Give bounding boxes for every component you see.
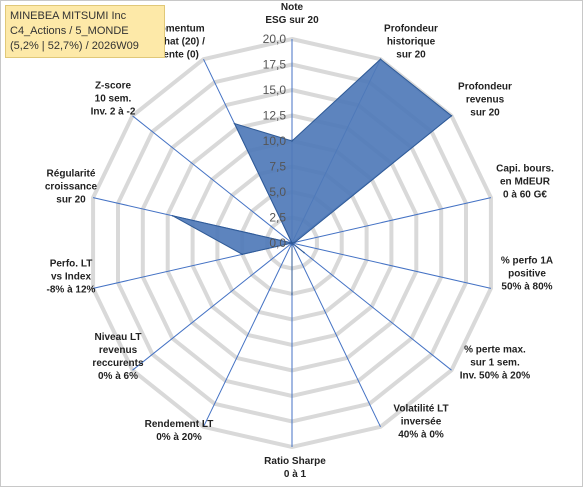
axis-spoke-6 [291,242,381,428]
tick-label-3: 7,5 [269,160,286,174]
axis-label-3-line-2: 0 à 60 G€ [503,190,547,201]
axis-label-1-line-0: Profondeur [384,24,438,35]
chart-title-box: MINEBEA MITSUMI Inc C4_Actions / 5_MONDE… [5,5,165,58]
axis-label-3-line-0: Capi. bours. [496,164,554,175]
tick-label-5: 12,5 [263,109,287,123]
axis-label-6-line-2: 40% à 0% [398,430,444,441]
data-point-11 [171,215,174,217]
axis-spoke-5 [291,242,452,371]
data-point-1 [379,58,382,60]
axis-label-4-line-1: positive [508,269,546,280]
data-point-7 [291,293,293,295]
axis-label-6-line-1: inversée [401,417,442,428]
axis-label-1-line-1: historique [387,37,436,48]
tick-label-1: 2,5 [269,211,286,225]
axis-label-5-line-2: Inv. 50% à 20% [460,371,531,382]
axis-label-12-line-0: Z-score [95,81,132,92]
axis-label-13-line-1: Achat (20) / [151,37,205,48]
title-line-2: C4_Actions / 5_MONDE [10,25,129,37]
axis-label-6-line-0: Volatilité LT [393,404,448,415]
axis-spoke-9 [132,242,293,371]
axis-spoke-8 [203,242,293,428]
tick-label-6: 15,0 [263,83,287,97]
axis-label-13-line-2: Vente (0) [157,50,199,61]
axis-label-10-line-0: Perfo. LT [50,259,93,270]
axis-label-2-line-0: Profondeur [458,82,512,93]
axis-spoke-3 [291,197,492,244]
axis-label-0-line-0: Note [281,2,304,13]
tick-label-2: 5,0 [269,185,286,199]
axis-label-12-line-1: 10 sem. [95,94,132,105]
axis-label-9-line-2: reccurents [92,358,144,369]
tick-label-7: 17,5 [263,58,287,72]
axis-label-4-line-2: 50% à 80% [501,282,552,293]
axis-label-5-line-1: sur 1 sem. [470,358,520,369]
tick-label-4: 10,0 [263,134,287,148]
axis-label-10-line-1: vs Index [51,272,91,283]
axis-label-9-line-0: Niveau LT [94,332,141,343]
data-series-area [172,58,453,294]
axis-spoke-12 [132,115,293,244]
axis-label-13-line-0: Momentum [151,24,204,35]
axis-label-2-line-1: revenus [466,95,505,106]
data-point-3 [294,241,296,244]
axis-label-11-line-2: sur 20 [56,195,86,206]
title-line-1: MINEBEA MITSUMI Inc [10,10,127,22]
axis-label-2-line-2: sur 20 [470,108,500,119]
axis-label-4-line-0: % perfo 1A [501,256,553,267]
data-point-0 [291,140,293,142]
axis-label-10-line-2: -8% à 12% [47,285,96,296]
axis-label-8-line-0: Rendement LT [145,419,214,430]
title-line-3: (5,2% | 52,7%) / 2026W09 [10,40,139,52]
tick-label-8: 20,0 [263,32,287,46]
axis-label-12-line-2: Inv. 2 à -2 [91,107,136,118]
axis-label-9-line-3: 0% à 6% [98,371,138,382]
axis-label-0-line-1: ESG sur 20 [265,15,319,26]
axis-spoke-4 [291,242,492,289]
data-point-5 [303,251,305,254]
axis-label-7-line-1: 0 à 1 [284,469,307,480]
axis-label-1-line-2: sur 20 [396,50,426,61]
axis-label-11-line-1: croissance [45,182,98,193]
data-point-2 [450,115,453,117]
tick-label-0: 0,0 [269,236,286,250]
data-point-10 [241,253,244,256]
axis-label-5-line-0: % perte max. [464,345,526,356]
axis-label-8-line-1: 0% à 20% [156,432,202,443]
axis-label-3-line-1: en MdEUR [500,177,551,188]
axis-label-11-line-0: Régularité [47,169,96,180]
axis-label-9-line-1: revenus [99,345,138,356]
data-point-13 [233,122,236,125]
data-point-12 [291,242,293,244]
axis-label-7-line-0: Ratio Sharpe [264,456,326,467]
